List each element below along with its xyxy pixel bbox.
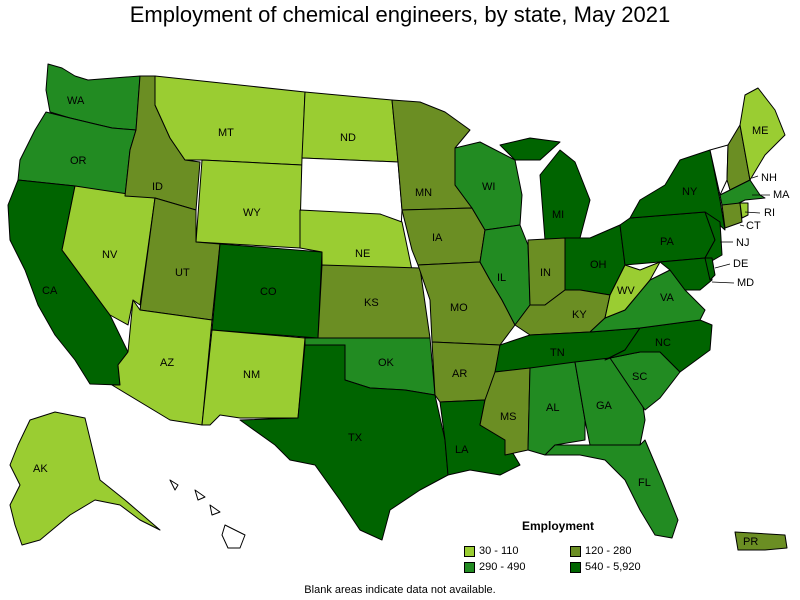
- state-nc: [604, 319, 713, 373]
- state-label-me: ME: [752, 125, 769, 137]
- state-label-md: MD: [737, 277, 754, 289]
- state-label-tn: TN: [550, 347, 565, 359]
- state-label-ut: UT: [175, 267, 190, 279]
- state-label-ar: AR: [452, 368, 467, 380]
- state-de: [704, 257, 716, 281]
- state-ri: [739, 202, 749, 219]
- state-label-ma: MA: [773, 189, 790, 201]
- state-label-wy: WY: [243, 207, 261, 219]
- state-labels: WA OR CA NV ID MT WY UT AZ CO NM ND NE KS OK TX MN IA MO AR…: [33, 95, 790, 548]
- state-label-id: ID: [152, 181, 163, 193]
- leader-line: [751, 175, 759, 179]
- state-label-nc: NC: [655, 337, 671, 349]
- state-label-ia: IA: [432, 232, 443, 244]
- state-label-nm: NM: [243, 369, 260, 381]
- legend-label-4: 540 - 5,920: [585, 561, 641, 573]
- state-label-de: DE: [733, 258, 748, 270]
- state-label-la: LA: [455, 444, 469, 456]
- state-label-ms: MS: [500, 411, 517, 423]
- legend-item-2: 120 - 280: [570, 545, 631, 557]
- legend-label-3: 290 - 490: [479, 561, 526, 573]
- leader-line: [739, 224, 745, 227]
- state-label-ak: AK: [33, 463, 48, 475]
- state-wy: [195, 159, 303, 249]
- state-label-mn: MN: [415, 187, 432, 199]
- state-label-or: OR: [70, 155, 87, 167]
- state-pr: [734, 531, 788, 551]
- state-label-ri: RI: [764, 207, 775, 219]
- state-label-oh: OH: [590, 259, 607, 271]
- state-label-pr: PR: [743, 536, 758, 548]
- state-label-co: CO: [260, 286, 277, 298]
- leader-line: [744, 211, 761, 214]
- state-label-pa: PA: [660, 236, 675, 248]
- state-label-nv: NV: [102, 249, 118, 261]
- state-label-az: AZ: [160, 357, 174, 369]
- state-label-ny: NY: [682, 186, 698, 198]
- state-nm: [201, 329, 306, 426]
- state-label-fl: FL: [638, 477, 651, 489]
- state-hi: [169, 479, 246, 549]
- state-label-sc: SC: [632, 371, 647, 383]
- state-ak: [9, 411, 161, 546]
- legend-swatch-4: [570, 561, 581, 573]
- state-me: [739, 87, 786, 181]
- state-wv: [604, 261, 661, 319]
- state-label-wv: WV: [617, 285, 635, 297]
- state-fl: [544, 439, 679, 539]
- legend-title: Employment: [522, 519, 595, 533]
- state-label-ga: GA: [596, 400, 613, 412]
- legend-item-1: 30 - 110: [464, 545, 519, 557]
- state-az: [111, 299, 213, 426]
- state-label-in: IN: [540, 267, 551, 279]
- state-label-nd: ND: [340, 132, 356, 144]
- legend-swatch-1: [464, 545, 475, 557]
- state-label-ct: CT: [746, 220, 761, 232]
- state-label-nj: NJ: [736, 237, 749, 249]
- state-ct: [721, 202, 743, 229]
- state-ma: [719, 179, 766, 206]
- state-nd: [301, 91, 399, 163]
- state-label-wa: WA: [67, 95, 85, 107]
- map-title: Employment of chemical engineers, by sta…: [129, 2, 671, 27]
- legend-label-1: 30 - 110: [479, 545, 519, 557]
- state-label-ks: KS: [364, 297, 379, 309]
- state-label-ca: CA: [42, 285, 58, 297]
- leader-line: [711, 281, 735, 284]
- state-label-ok: OK: [378, 357, 395, 369]
- legend-item-4: 540 - 5,920: [570, 561, 641, 573]
- state-label-al: AL: [546, 402, 559, 414]
- state-label-il: IL: [497, 272, 506, 284]
- legend-label-2: 120 - 280: [585, 545, 632, 557]
- state-ia: [401, 207, 486, 266]
- legend-swatch-3: [464, 561, 475, 573]
- state-tx: [239, 344, 449, 541]
- state-label-mi: MI: [552, 209, 564, 221]
- legend-swatch-2: [570, 545, 581, 557]
- leader-line: [714, 263, 731, 269]
- state-label-nh: NH: [761, 172, 777, 184]
- footnote: Blank areas indicate data not available.: [304, 584, 496, 596]
- state-label-ne: NE: [355, 248, 370, 260]
- state-label-wi: WI: [482, 181, 495, 193]
- state-label-ky: KY: [572, 309, 587, 321]
- state-label-mo: MO: [450, 302, 468, 314]
- legend-item-3: 290 - 490: [464, 561, 525, 573]
- state-label-tx: TX: [348, 432, 363, 444]
- state-label-va: VA: [660, 292, 675, 304]
- state-label-mt: MT: [218, 127, 234, 139]
